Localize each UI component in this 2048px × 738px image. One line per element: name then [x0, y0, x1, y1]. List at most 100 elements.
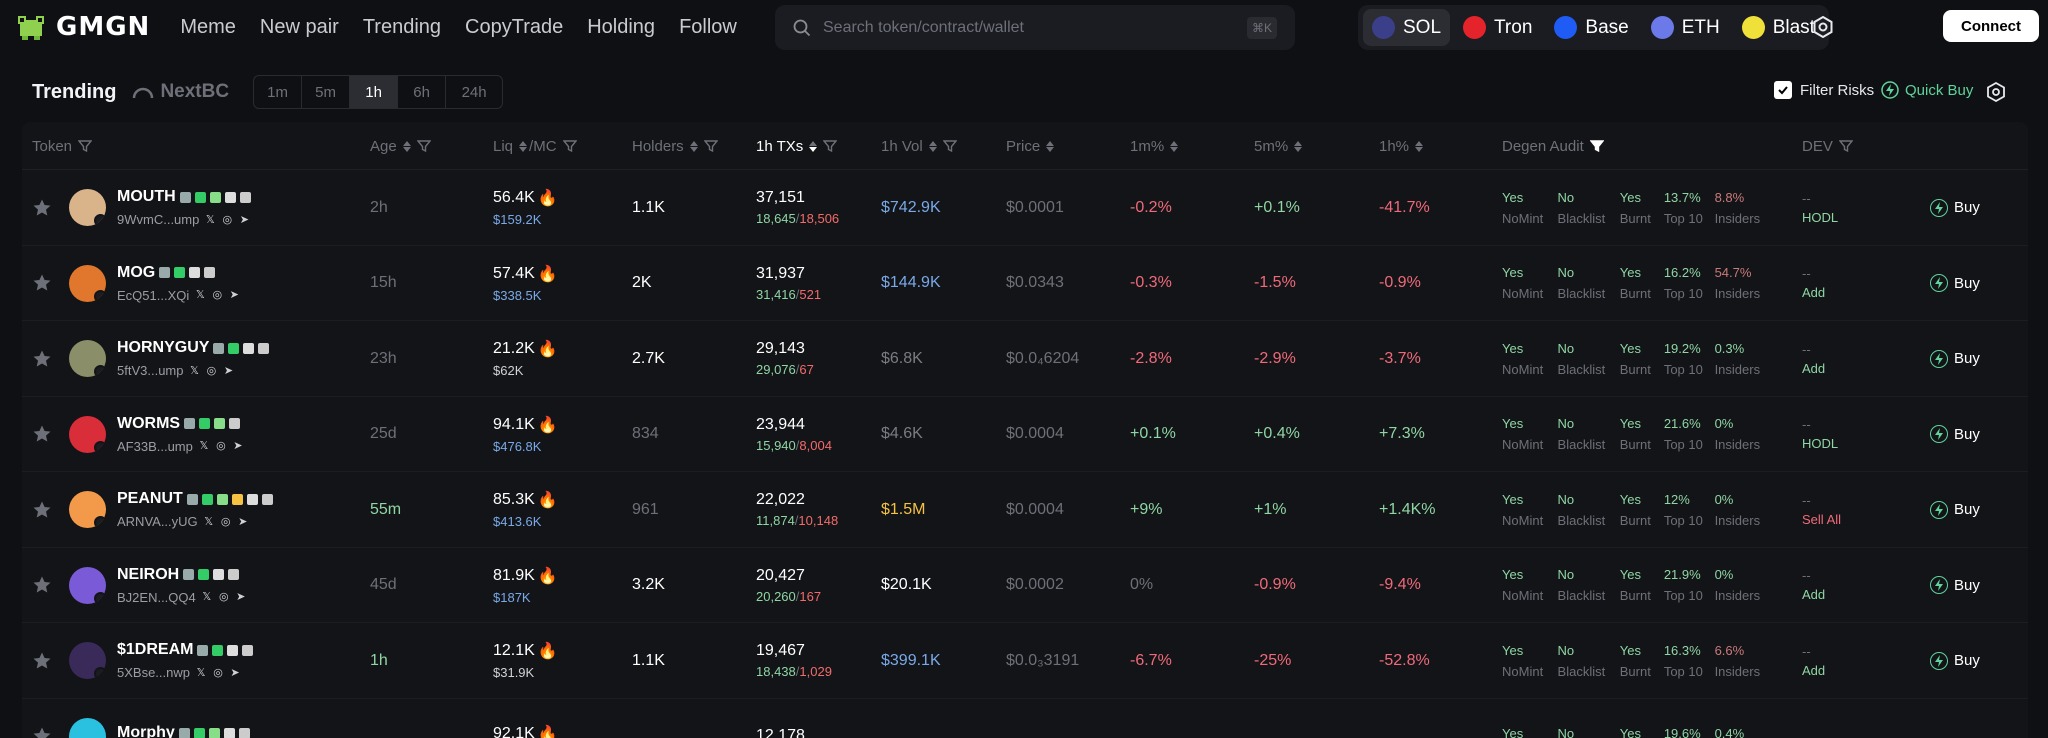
telegram-icon[interactable]: ➤ — [233, 440, 243, 452]
token-address[interactable]: 5ftV3...ump — [117, 363, 184, 378]
sort-icon[interactable] — [1294, 140, 1303, 152]
col-liq-mc[interactable]: Liq/MC — [493, 122, 577, 170]
filter-icon[interactable] — [1838, 139, 1853, 153]
sort-icon[interactable] — [402, 140, 411, 152]
token-name[interactable]: $1DREAM — [117, 641, 194, 658]
nav-holding[interactable]: Holding — [587, 15, 656, 38]
sort-desc-icon[interactable] — [809, 140, 818, 152]
search-box[interactable]: ⌘K — [775, 5, 1295, 50]
checkbox-checked-icon[interactable] — [1774, 81, 1792, 99]
chain-blast[interactable]: Blast — [1733, 9, 1824, 46]
col-dev[interactable]: DEV — [1802, 122, 1853, 170]
chain-sol[interactable]: SOL — [1363, 9, 1451, 46]
x-twitter-icon[interactable]: 𝕏 — [199, 440, 209, 452]
table-row[interactable]: WORMS AF33B...ump 𝕏 ◎ ➤ 25d 94.1K 🔥 $476.8K 834 23… — [22, 397, 2028, 472]
buy-button[interactable]: Buy — [1930, 246, 1980, 321]
website-globe-icon[interactable]: ◎ — [220, 515, 231, 528]
favorite-star-icon[interactable] — [32, 170, 52, 245]
token-address[interactable]: 5XBse...nwp — [117, 665, 190, 680]
token-name[interactable]: Morphy — [117, 724, 175, 738]
token-avatar[interactable] — [69, 340, 106, 377]
token-avatar[interactable] — [69, 642, 106, 679]
sort-icon[interactable] — [1415, 140, 1424, 152]
website-globe-icon[interactable]: ◎ — [222, 213, 233, 226]
token-avatar[interactable] — [69, 491, 106, 528]
filter-icon[interactable] — [78, 139, 93, 153]
x-twitter-icon[interactable]: 𝕏 — [195, 289, 205, 301]
chain-tron[interactable]: Tron — [1454, 9, 1541, 46]
table-row[interactable]: $1DREAM 5XBse...nwp 𝕏 ◎ ➤ 1h 12.1K 🔥 $31.9K 1.1K 1… — [22, 623, 2028, 699]
sort-icon[interactable] — [1170, 140, 1179, 152]
x-twitter-icon[interactable]: 𝕏 — [202, 591, 212, 603]
telegram-icon[interactable]: ➤ — [238, 515, 248, 528]
filter-icon[interactable] — [562, 139, 577, 153]
token-address[interactable]: AF33B...ump — [117, 438, 193, 454]
timeframe-6h[interactable]: 6h — [398, 76, 447, 108]
filter-icon[interactable] — [416, 139, 431, 153]
buy-button[interactable]: Buy — [1930, 170, 1980, 245]
token-avatar[interactable] — [69, 415, 106, 453]
filter-icon[interactable] — [703, 139, 718, 153]
website-globe-icon[interactable]: ◎ — [218, 591, 229, 603]
col-age[interactable]: Age — [370, 122, 431, 170]
x-twitter-icon[interactable]: 𝕏 — [190, 364, 199, 377]
token-address[interactable]: BJ2EN...QQ4 — [117, 589, 196, 605]
col-audit[interactable]: Degen Audit — [1502, 122, 1604, 170]
website-globe-icon[interactable]: ◎ — [212, 289, 223, 301]
website-globe-icon[interactable]: ◎ — [206, 364, 217, 377]
x-twitter-icon[interactable]: 𝕏 — [205, 213, 215, 226]
timeframe-1m[interactable]: 1m — [254, 76, 303, 108]
filter-active-icon[interactable] — [1589, 139, 1604, 153]
telegram-icon[interactable]: ➤ — [230, 666, 240, 679]
col-1h[interactable]: 1h% — [1379, 122, 1424, 170]
col-price[interactable]: Price — [1006, 122, 1055, 170]
x-twitter-icon[interactable]: 𝕏 — [204, 515, 214, 528]
sort-icon[interactable] — [1046, 140, 1055, 152]
quick-buy-button[interactable]: Quick Buy — [1881, 81, 1973, 99]
sort-icon[interactable] — [928, 140, 937, 152]
table-row[interactable]: PEANUT ARNVA...yUG 𝕏 ◎ ➤ 55m 85.3K 🔥 $413.6K 961 2… — [22, 472, 2028, 548]
favorite-star-icon[interactable] — [32, 699, 52, 738]
table-row[interactable]: HORNYGUY 5ftV3...ump 𝕏 ◎ ➤ 23h 21.2K 🔥 $62K 2.7K 2… — [22, 321, 2028, 397]
token-avatar[interactable] — [69, 566, 106, 604]
token-name[interactable]: HORNYGUY — [117, 339, 210, 356]
telegram-icon[interactable]: ➤ — [236, 591, 246, 603]
timeframe-24h[interactable]: 24h — [461, 83, 487, 101]
chain-eth[interactable]: ETH — [1642, 9, 1729, 46]
token-name[interactable]: PEANUT — [117, 490, 183, 507]
token-name[interactable]: NEIROH — [117, 565, 180, 583]
col-1m[interactable]: 1m% — [1130, 122, 1179, 170]
token-name[interactable]: MOUTH — [117, 188, 176, 205]
website-globe-icon[interactable]: ◎ — [216, 440, 226, 452]
token-address[interactable]: EcQ51...XQi — [117, 287, 190, 303]
sort-icon[interactable] — [519, 140, 528, 152]
settings-gear-icon[interactable] — [1812, 16, 1834, 38]
brand-logo[interactable]: GMGN — [14, 10, 150, 44]
favorite-star-icon[interactable] — [32, 397, 52, 472]
nav-trending[interactable]: Trending — [362, 15, 442, 38]
table-row[interactable]: Morphy 92.1K 🔥 12,178 Yes No Yes 19.6% 0.4% — [22, 699, 2028, 738]
timeframe-1h[interactable]: 1h — [350, 76, 399, 108]
quick-buy-settings-icon[interactable] — [1986, 82, 2006, 102]
telegram-icon[interactable]: ➤ — [223, 364, 234, 377]
nav-meme[interactable]: Meme — [180, 15, 236, 38]
x-twitter-icon[interactable]: 𝕏 — [196, 666, 206, 679]
favorite-star-icon[interactable] — [32, 246, 52, 321]
favorite-star-icon[interactable] — [32, 472, 52, 547]
token-avatar[interactable] — [69, 264, 106, 302]
connect-button[interactable]: Connect — [1943, 10, 2039, 42]
nav-copytrade[interactable]: CopyTrade — [465, 15, 564, 38]
token-avatar[interactable] — [69, 717, 106, 738]
favorite-star-icon[interactable] — [32, 548, 52, 623]
col-holders[interactable]: Holders — [632, 122, 718, 170]
timeframe-5m[interactable]: 5m — [302, 76, 351, 108]
buy-button[interactable]: Buy — [1930, 472, 1980, 547]
table-row[interactable]: NEIROH BJ2EN...QQ4 𝕏 ◎ ➤ 45d 81.9K 🔥 $187K 3.2K 20… — [22, 548, 2028, 623]
nav-new-pair[interactable]: New pair — [259, 15, 339, 38]
filter-icon[interactable] — [942, 139, 957, 153]
favorite-star-icon[interactable] — [32, 321, 52, 396]
filter-icon[interactable] — [823, 139, 838, 153]
token-name[interactable]: MOG — [117, 263, 156, 281]
buy-button[interactable]: Buy — [1930, 397, 1980, 472]
token-address[interactable]: 9WvmC...ump — [117, 212, 200, 227]
